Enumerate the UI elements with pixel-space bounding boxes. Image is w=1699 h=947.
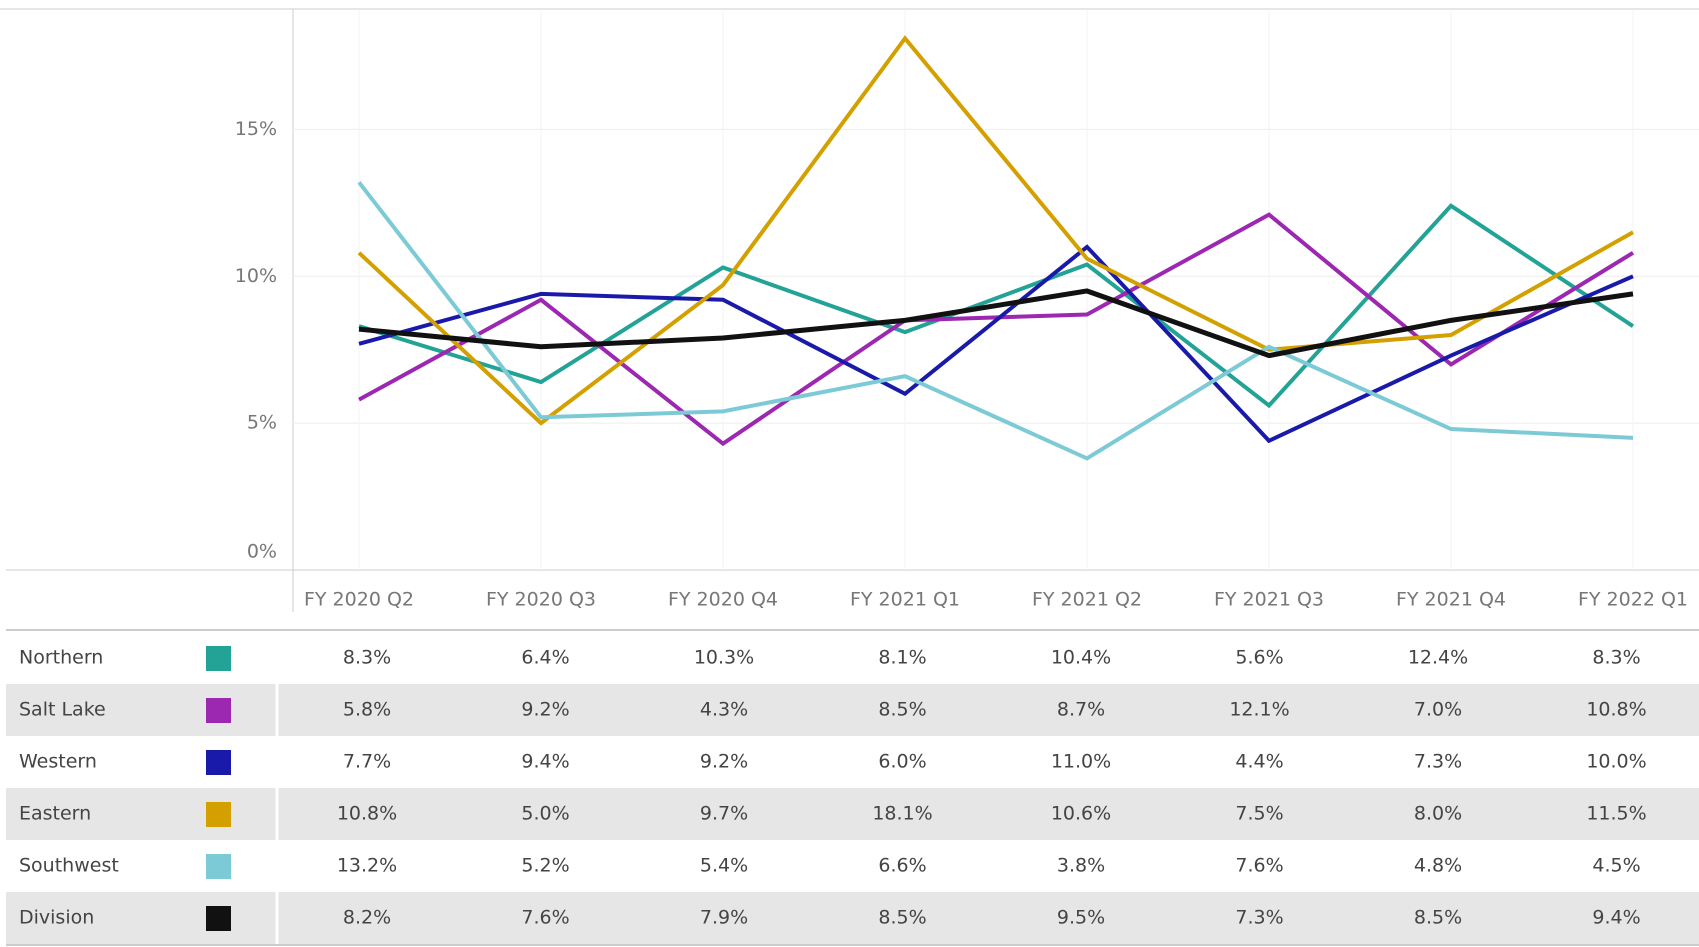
table-value: 9.2% xyxy=(521,699,569,721)
legend-swatch xyxy=(206,646,231,671)
table-value: 10.8% xyxy=(1586,699,1646,721)
table-value: 10.0% xyxy=(1586,751,1646,773)
table-value: 10.3% xyxy=(694,647,754,669)
legend-swatch xyxy=(206,854,231,879)
series-line xyxy=(358,244,1634,444)
x-tick-label: FY 2020 Q3 xyxy=(486,589,596,611)
table-value: 10.4% xyxy=(1051,647,1111,669)
table-value: 6.4% xyxy=(521,647,569,669)
x-tick-label: FY 2022 Q1 xyxy=(1578,589,1688,611)
table-value: 8.5% xyxy=(1414,907,1462,929)
table-value: 11.0% xyxy=(1051,751,1111,773)
table-value: 7.6% xyxy=(521,907,569,929)
table-value: 13.2% xyxy=(337,855,397,877)
x-tick-label: FY 2021 Q4 xyxy=(1396,589,1506,611)
table-value: 3.8% xyxy=(1057,855,1105,877)
table-value: 5.6% xyxy=(1235,647,1283,669)
table-value: 5.8% xyxy=(343,699,391,721)
table-value: 6.6% xyxy=(878,855,926,877)
table-value: 8.5% xyxy=(878,907,926,929)
table-value: 7.6% xyxy=(1235,855,1283,877)
row-name: Western xyxy=(19,751,97,773)
table-value: 8.0% xyxy=(1414,803,1462,825)
table-value: 8.1% xyxy=(878,647,926,669)
table-value: 8.3% xyxy=(343,647,391,669)
legend-swatch xyxy=(206,906,231,931)
table-value: 9.7% xyxy=(700,803,748,825)
row-name: Division xyxy=(19,907,94,929)
table-value: 9.4% xyxy=(521,751,569,773)
row-name: Eastern xyxy=(19,803,91,825)
table-value: 5.4% xyxy=(700,855,748,877)
table-value: 8.3% xyxy=(1592,647,1640,669)
table-value: 6.0% xyxy=(878,751,926,773)
series-line xyxy=(358,288,1634,359)
table-value: 9.2% xyxy=(700,751,748,773)
x-tick-label: FY 2021 Q1 xyxy=(850,589,960,611)
row-background xyxy=(6,684,1699,736)
table-value: 7.5% xyxy=(1235,803,1283,825)
y-tick-label: 15% xyxy=(235,118,277,140)
table-value: 18.1% xyxy=(872,803,932,825)
row-name: Salt Lake xyxy=(19,699,106,721)
table-value: 12.1% xyxy=(1229,699,1289,721)
legend-swatch xyxy=(206,802,231,827)
series-line xyxy=(357,181,1634,461)
table-value: 4.8% xyxy=(1414,855,1462,877)
x-tick-label: FY 2020 Q4 xyxy=(668,589,778,611)
row-background xyxy=(6,892,1699,944)
table-value: 8.2% xyxy=(343,907,391,929)
table-value: 5.0% xyxy=(521,803,569,825)
row-name: Southwest xyxy=(19,855,119,877)
table-value: 4.3% xyxy=(700,699,748,721)
table-value: 9.4% xyxy=(1592,907,1640,929)
row-name: Northern xyxy=(19,647,103,669)
table-value: 10.8% xyxy=(337,803,397,825)
table-value: 5.2% xyxy=(521,855,569,877)
table-value: 7.7% xyxy=(343,751,391,773)
x-tick-label: FY 2021 Q3 xyxy=(1214,589,1324,611)
table-value: 4.5% xyxy=(1592,855,1640,877)
table-value: 7.3% xyxy=(1235,907,1283,929)
legend-swatch xyxy=(206,750,231,775)
legend-swatch xyxy=(206,698,231,723)
row-background xyxy=(6,788,1699,840)
y-tick-label: 5% xyxy=(247,412,277,434)
table-value: 9.5% xyxy=(1057,907,1105,929)
table-value: 7.9% xyxy=(700,907,748,929)
y-tick-label: 0% xyxy=(247,541,277,563)
table-value: 11.5% xyxy=(1586,803,1646,825)
table-value: 7.0% xyxy=(1414,699,1462,721)
x-tick-label: FY 2021 Q2 xyxy=(1032,589,1142,611)
table-value: 10.6% xyxy=(1051,803,1111,825)
x-tick-label: FY 2020 Q2 xyxy=(304,589,414,611)
y-tick-label: 10% xyxy=(235,265,277,287)
series-line xyxy=(358,203,1635,409)
table-value: 7.3% xyxy=(1414,751,1462,773)
table-value: 12.4% xyxy=(1408,647,1468,669)
table-value: 8.7% xyxy=(1057,699,1105,721)
table-value: 8.5% xyxy=(878,699,926,721)
series-line xyxy=(358,212,1635,447)
table-value: 4.4% xyxy=(1235,751,1283,773)
series-line xyxy=(357,35,1634,426)
